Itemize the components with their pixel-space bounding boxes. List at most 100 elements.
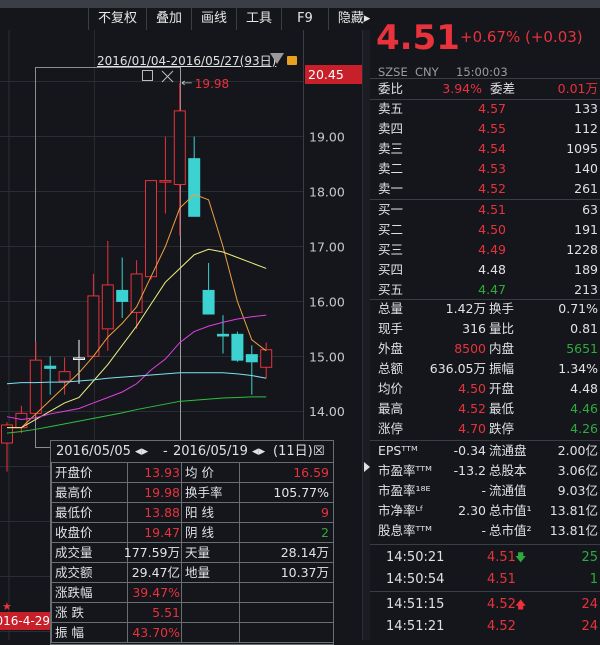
ask-level-volume: 133 <box>574 101 598 116</box>
fundamental-row: 市盈率ᵀᵀᴹ -13.2 总股本 3.06亿 <box>370 461 600 481</box>
fundamental-row: 市净率ᴸᶠ 2.30 总市值¹ 13.81亿 <box>370 501 600 521</box>
panel-splitter[interactable] <box>362 30 370 640</box>
lock-icon[interactable] <box>287 56 297 65</box>
candle[interactable] <box>173 82 186 236</box>
order-ratio-label: 委比 <box>378 81 404 96</box>
candle-body <box>73 357 85 360</box>
chart-toolbar: 不复权 叠加 画线 工具 F9 隐藏▸ <box>88 8 381 30</box>
ask-level-row[interactable]: 卖五 4.57 133 <box>370 99 600 119</box>
candle[interactable] <box>260 342 273 379</box>
candle[interactable] <box>101 241 114 351</box>
range-dropdown-icon[interactable] <box>270 53 284 64</box>
f9-button[interactable]: F9 <box>282 8 329 30</box>
candle-body <box>202 289 215 315</box>
stat-label: 阳 线 <box>185 505 214 520</box>
bid-level-label: 买二 <box>378 222 404 237</box>
interval-end[interactable]: 2016/05/19 ◂▸ <box>173 444 266 459</box>
fundamental-label: 市净率ᴸᶠ <box>378 503 424 518</box>
grid-line <box>127 462 128 642</box>
stat-value: 177.59万 <box>123 545 180 560</box>
bid-level-price: 4.51 <box>478 202 506 217</box>
ask-level-label: 卖二 <box>378 161 404 176</box>
ask-level-row[interactable]: 卖三 4.54 1095 <box>370 139 600 159</box>
interval-stats-popup: 2016/05/05 ◂▸ - 2016/05/19 ◂▸ (11日) ☒ 开盘… <box>50 440 334 645</box>
stat-value: 4.70 <box>458 421 486 436</box>
stat-label: 量比 <box>489 321 515 336</box>
candle[interactable] <box>245 345 258 395</box>
stat-label: 振 幅 <box>55 625 84 640</box>
expand-arrow-icon[interactable] <box>364 462 370 472</box>
tools-button[interactable]: 工具 <box>237 8 283 30</box>
y-tick-label: 17.00 <box>309 240 345 255</box>
stat-row: 最高 4.52 最低 4.46 <box>370 399 600 419</box>
ask-level-row[interactable]: 卖四 4.55 112 <box>370 119 600 139</box>
candle[interactable] <box>58 357 71 395</box>
divider <box>370 99 600 100</box>
candle[interactable] <box>217 315 229 354</box>
fundamental-value: 3.06亿 <box>557 463 598 478</box>
bid-level-label: 买五 <box>378 282 404 297</box>
no-adjust-button[interactable]: 不复权 <box>89 8 148 30</box>
candle[interactable] <box>116 257 129 318</box>
stat-value: 4.26 <box>570 421 598 436</box>
candle[interactable] <box>231 331 244 362</box>
stat-row: 均价 4.50 开盘 4.48 <box>370 379 600 399</box>
stat-label: 天量 <box>185 545 211 560</box>
bid-level-row[interactable]: 买二 4.50 191 <box>370 220 600 240</box>
bid-level-row[interactable]: 买三 4.49 1228 <box>370 240 600 260</box>
fundamental-value: 13.81亿 <box>549 523 598 538</box>
candle[interactable] <box>130 260 143 329</box>
stat-row: 涨停 4.70 跌停 4.26 <box>370 419 600 439</box>
bid-level-row[interactable]: 买五 4.47 213 <box>370 280 600 300</box>
candle[interactable] <box>202 262 215 315</box>
candle[interactable] <box>159 136 172 214</box>
candle-body <box>1 424 13 444</box>
stat-label: 跌停 <box>489 421 515 436</box>
top-price-label: 20.45 <box>305 65 362 84</box>
candle[interactable] <box>44 356 57 395</box>
fundamental-value: - <box>481 523 486 538</box>
candle[interactable] <box>29 342 42 417</box>
draw-line-button[interactable]: 画线 <box>192 8 238 30</box>
stat-value: 13.93 <box>144 465 180 480</box>
candle[interactable] <box>1 422 13 472</box>
ask-level-volume: 112 <box>574 121 598 136</box>
stat-label: 阴 线 <box>185 525 214 540</box>
bid-level-volume: 63 <box>582 202 598 217</box>
ask-level-label: 卖一 <box>378 181 404 196</box>
ask-level-price: 4.55 <box>478 121 506 136</box>
trade-row: 14:51:15 4.52 🡅 24 <box>370 595 600 615</box>
candle[interactable] <box>188 136 201 217</box>
interval-start[interactable]: 2016/05/05 ◂▸ <box>56 444 149 459</box>
stat-value: 5.51 <box>152 605 180 620</box>
close-selection-icon[interactable] <box>161 70 174 83</box>
candle[interactable] <box>87 273 100 357</box>
close-icon[interactable]: ☒ <box>313 444 325 459</box>
bid-level-row[interactable]: 买四 4.48 189 <box>370 260 600 280</box>
stat-label: 成交额 <box>55 565 93 580</box>
ask-level-volume: 140 <box>574 161 598 176</box>
trade-price: 4.51 <box>487 572 516 587</box>
bid-level-row[interactable]: 买一 4.51 63 <box>370 200 600 220</box>
moving-average-line <box>6 396 267 434</box>
fundamental-label: 总股本 <box>489 463 527 478</box>
bid-level-volume: 189 <box>574 262 598 277</box>
ask-level-row[interactable]: 卖一 4.52 261 <box>370 179 600 199</box>
overlay-button[interactable]: 叠加 <box>147 8 193 30</box>
stat-label: 均价 <box>378 381 404 396</box>
date-range-label[interactable]: 2016/01/04-2016/05/27(93日) <box>97 54 277 68</box>
fundamental-row: 市盈率¹⁸ᴱ - 流通值 9.03亿 <box>370 481 600 501</box>
y-tick-label: 15.00 <box>309 349 345 364</box>
bid-level-volume: 191 <box>574 222 598 237</box>
stat-row: 现手 316 量比 0.81 <box>370 319 600 339</box>
maximize-icon[interactable] <box>142 70 153 81</box>
trade-row: 14:50:54 4.51 1 <box>370 570 600 590</box>
ask-level-row[interactable]: 卖二 4.53 140 <box>370 159 600 179</box>
moving-average-line <box>7 248 267 429</box>
candle[interactable] <box>73 339 85 384</box>
candle[interactable] <box>145 180 157 280</box>
stat-row: 总额 636.05万 振幅 1.34% <box>370 359 600 379</box>
candle-body <box>87 295 100 357</box>
fundamental-label: 总市值² <box>489 523 532 538</box>
fundamental-value: -0.34 <box>453 443 486 458</box>
